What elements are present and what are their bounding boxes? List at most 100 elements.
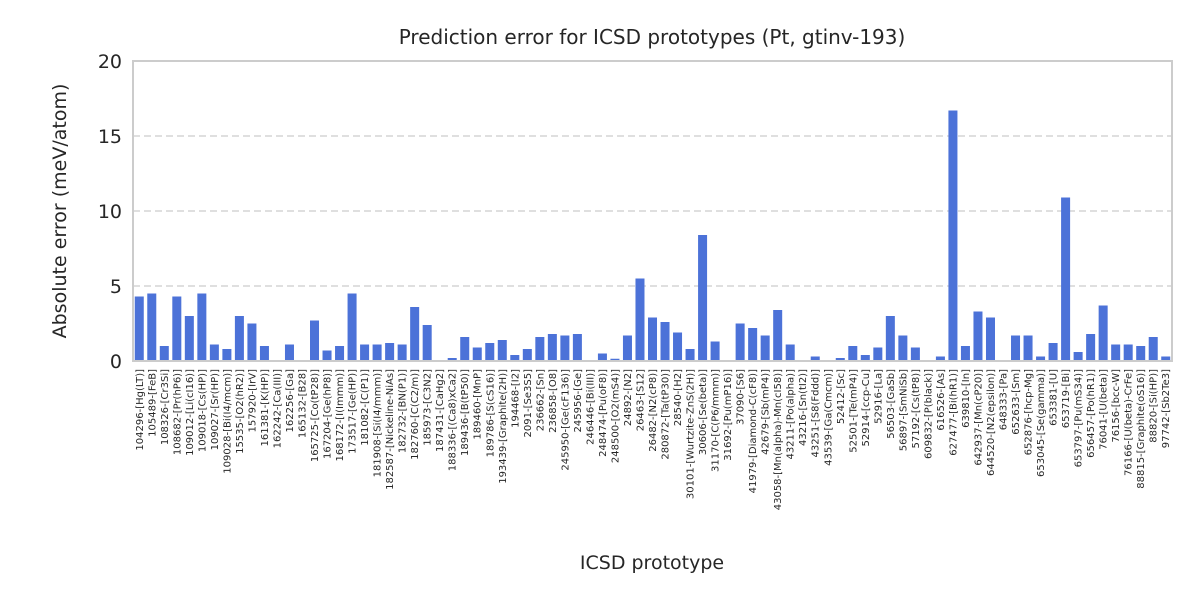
bar: [1023, 335, 1033, 361]
x-tick-label: 31170-[C(P6/mmm)]: [711, 369, 722, 472]
x-tick-label: 245956-[Ge]: [573, 369, 584, 433]
x-tick-label: 193439-[Graphite(2H)]: [498, 369, 509, 484]
x-tick-label: 43539-[Ga(Cmcm)]: [823, 369, 834, 466]
x-tick-label: 56503-[GaSb]: [886, 369, 897, 439]
bar: [172, 296, 182, 361]
x-tick-label: 652876-[hcp-Mg]: [1024, 369, 1035, 455]
x-tick-label: 2091-[Se3S5]: [523, 369, 534, 438]
bar: [472, 347, 482, 361]
bar: [497, 340, 507, 361]
bar: [885, 316, 895, 361]
bar: [335, 346, 345, 361]
y-tick-label: 10: [98, 201, 122, 223]
bar: [385, 343, 395, 361]
bar: [572, 334, 582, 361]
x-tick-label: 43251-[S8(Fddd)]: [811, 369, 822, 458]
x-tick-label: 57192-[Cs(tP8)]: [911, 369, 922, 449]
bar: [197, 293, 207, 361]
x-tick-label: 187431-[CaHg2]: [435, 369, 446, 452]
x-tick-label: 185973-[C3N2]: [423, 369, 434, 446]
bar: [1036, 356, 1046, 361]
bar: [522, 349, 532, 361]
bar: [234, 316, 244, 361]
x-tick-label: 26482-[N2(cP8)]: [648, 369, 659, 452]
bar: [873, 347, 883, 361]
x-tick-label: 52412-[Sc]: [836, 369, 847, 424]
bar: [159, 346, 169, 361]
x-tick-label: 28540-[H2]: [673, 369, 684, 426]
bar: [547, 334, 557, 361]
bar: [209, 344, 219, 361]
bar: [1098, 305, 1108, 361]
x-tick-label: 182760-[C(C2/m)]: [410, 369, 421, 460]
x-tick-label: 108682-[Pr(hP6)]: [172, 369, 183, 455]
bar: [560, 335, 570, 361]
x-tick-label: 37090-[S6]: [736, 369, 747, 425]
bar: [785, 344, 795, 361]
x-tick-label: 236662-[Sn]: [535, 369, 546, 431]
bar: [447, 358, 457, 361]
bar: [1073, 352, 1083, 361]
bar: [948, 110, 958, 361]
y-tick-label: 15: [98, 126, 122, 148]
x-tick-label: 76156-[bcc-W]: [1111, 369, 1122, 443]
x-tick-label: 52916-[La]: [873, 369, 884, 424]
bar: [310, 320, 320, 361]
x-tick-label: 31692-[Pu(mP16)]: [723, 369, 734, 461]
x-tick-label: 167204-[Ge(hP8)]: [323, 369, 334, 459]
x-tick-label: 609832-[P(black)]: [923, 369, 934, 459]
bar: [510, 355, 520, 361]
bar: [1086, 334, 1096, 361]
bar: [685, 349, 695, 361]
x-tick-label: 248474-[Pu(oF8)]: [598, 369, 609, 457]
x-tick-label: 24892-[N2]: [623, 369, 634, 426]
x-tick-label: 108326-[Cr3Si]: [160, 369, 171, 445]
bar: [848, 346, 858, 361]
plot-frame: [132, 60, 1173, 362]
x-tick-label: 88820-[Si(HP)]: [1149, 369, 1160, 443]
bar: [622, 335, 632, 361]
bar: [410, 307, 420, 361]
bar: [1048, 343, 1058, 361]
x-tick-label: 189436-[B(tP50)]: [460, 369, 471, 456]
x-tick-label: 168172-[I(Immm)]: [335, 369, 346, 462]
x-tick-label: 109027-[Sr(HP)]: [210, 369, 221, 450]
x-tick-label: 26463-[S12]: [635, 369, 646, 431]
bar: [710, 341, 720, 361]
bar: [1111, 344, 1121, 361]
bar: [835, 358, 845, 361]
bar: [222, 349, 232, 361]
bar: [247, 323, 257, 361]
bar: [810, 356, 820, 361]
x-tick-label: 165132-[B28]: [297, 369, 308, 438]
x-tick-label: 189786-[S(cS16)]: [485, 369, 496, 457]
x-tick-label: 653045-[Se(gamma)]: [1036, 369, 1047, 477]
x-tick-label: 173517-[Ge(HP)]: [348, 369, 359, 454]
x-tick-label: 644520-[N2(epsilon)]: [986, 369, 997, 476]
x-tick-label: 246446-[Bi(III)]: [585, 369, 596, 445]
bar: [147, 293, 157, 361]
x-tick-label: 656457-[Po(hR1)]: [1086, 369, 1097, 458]
x-tick-label: 109028-[Bi(I4/mcm)]: [222, 369, 233, 474]
x-tick-label: 189460-[MnP]: [473, 369, 484, 440]
x-tick-label: 162242-[Ca(III)]: [272, 369, 283, 448]
bar: [284, 344, 294, 361]
x-tick-label: 652633-[Sm]: [1011, 369, 1022, 435]
bar: [1061, 197, 1071, 361]
bars: [134, 110, 1171, 361]
bar: [647, 317, 658, 361]
bar: [985, 317, 995, 361]
x-tick-label: 30606-[Se(beta)]: [698, 369, 709, 455]
x-tick-label: 639810-[In]: [961, 369, 972, 428]
x-tick-label: 43211-[Po(alpha)]: [786, 369, 797, 460]
x-tick-label: 56897-[SmNiSb]: [898, 369, 909, 451]
gridlines: [133, 135, 1172, 287]
bar: [960, 346, 970, 361]
bar: [535, 337, 545, 361]
x-tick-label: 76041-[U(beta)]: [1099, 369, 1110, 450]
bar: [973, 311, 983, 361]
x-tick-label: 30101-[Wurtzite-ZnS(2H)]: [686, 369, 697, 499]
x-tick-label: 248500-[O2(mS4)]: [610, 369, 621, 463]
x-tick-label: 162256-[Ga]: [285, 369, 296, 433]
x-tick-label: 642937-[Mn(cP20)]: [973, 369, 984, 466]
